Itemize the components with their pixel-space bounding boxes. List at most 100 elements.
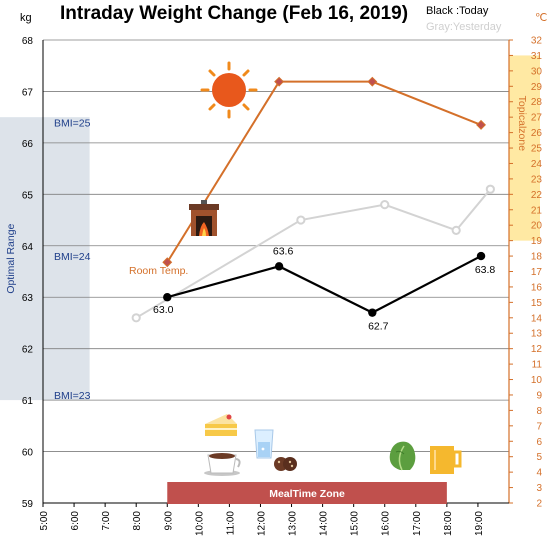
y-left-unit: kg [20, 12, 32, 24]
fireplace-icon [189, 200, 219, 236]
y-right-tick: 2 [536, 499, 542, 510]
y-right-tick: 10 [531, 375, 543, 386]
x-tick: 15:00 [350, 511, 361, 536]
y-left-tick: 62 [22, 345, 34, 356]
y-right-tick: 27 [531, 113, 543, 124]
series-today-line [166, 255, 482, 314]
y-right-tick: 13 [531, 329, 543, 340]
y-right-tick: 23 [531, 174, 543, 185]
y-right-tick: 17 [531, 267, 543, 278]
sun-icon [200, 61, 258, 119]
lettuce-icon [389, 441, 416, 471]
y-right-unit: ℃ [535, 12, 547, 24]
room-temp-point [476, 119, 486, 130]
y-right-tick: 3 [536, 483, 542, 494]
y-right-tick: 4 [536, 468, 542, 479]
meal-time-zone-label: MealTime Zone [269, 488, 345, 500]
y-right-tick: 29 [531, 82, 543, 93]
y-right-tick: 21 [531, 205, 543, 216]
y-left-tick: 59 [22, 499, 34, 510]
optimal-range-band [0, 117, 90, 401]
bmi-label: BMI=23 [54, 390, 91, 402]
water-glass-icon [254, 429, 274, 459]
bmi-label: BMI=24 [54, 251, 91, 263]
y-right-tick: 14 [531, 313, 543, 324]
yesterday-point [131, 313, 141, 323]
room-temp-point [367, 76, 378, 87]
meal-time-zone-band [167, 482, 447, 504]
y-right-tick: 28 [531, 97, 543, 108]
today-point [476, 251, 486, 261]
y-right-tick: 6 [536, 437, 542, 448]
today-point [274, 262, 284, 271]
yesterday-point [380, 200, 390, 210]
legend-today: Black :Today [426, 5, 489, 17]
y-right-tick: 25 [531, 144, 543, 155]
x-tick: 9:00 [163, 511, 174, 531]
room-temp-label: Room Temp. [129, 265, 188, 277]
y-right-tick: 5 [536, 452, 542, 463]
y-right-tick: 15 [531, 298, 543, 309]
y-left-tick-labels: 59 60 61 62 63 64 65 66 67 68 [22, 36, 34, 510]
y-right-tick-labels: 2345678910111213141516171819202122232425… [509, 36, 542, 510]
y-left-tick: 67 [22, 87, 34, 98]
x-tick: 7:00 [101, 511, 112, 531]
x-tick: 16:00 [381, 511, 392, 536]
y-left-tick: 63 [22, 293, 34, 304]
y-left-tick: 61 [22, 396, 34, 407]
y-right-tick: 32 [531, 36, 543, 47]
today-data-label: 63.8 [475, 264, 496, 276]
beer-icon [430, 440, 462, 474]
y-left-tick: 66 [22, 139, 34, 150]
y-right-tick: 9 [536, 390, 542, 401]
y-right-tick: 12 [531, 344, 543, 355]
y-right-tick: 26 [531, 128, 543, 139]
bmi-label: BMI=25 [54, 117, 91, 129]
cookies-icon [274, 457, 297, 471]
cake-icon [205, 414, 237, 436]
x-tick: 8:00 [132, 511, 143, 531]
x-tick: 6:00 [70, 511, 81, 531]
y-left-tick: 64 [22, 242, 34, 253]
y-right-tick: 16 [531, 282, 543, 293]
series-layer: 63.0 63.6 62.7 63.8 [131, 76, 496, 333]
today-data-label: 63.0 [153, 304, 174, 316]
x-tick: 12:00 [256, 511, 267, 536]
optimal-range-label: Optimal Range [5, 223, 17, 293]
y-left-tick: 60 [22, 448, 34, 459]
series-room-temp-line [166, 80, 482, 263]
x-tick: 17:00 [412, 511, 423, 536]
room-temp-point [162, 257, 173, 268]
y-left-tick: 65 [22, 190, 34, 201]
x-tick: 11:00 [225, 511, 236, 536]
y-right-tick: 19 [531, 236, 543, 247]
y-right-tick: 30 [531, 66, 543, 77]
y-right-tick: 24 [531, 159, 543, 170]
yesterday-point [485, 184, 495, 194]
y-right-tick: 7 [536, 421, 542, 432]
gridlines [43, 39, 509, 452]
room-temp-point [274, 76, 285, 87]
tropical-zone-label: Topicalzone [516, 96, 528, 152]
x-tick-labels: 5:00 6:00 7:00 8:00 9:00 10:00 11:00 12:00 13:00… [39, 503, 485, 536]
x-tick: 5:00 [39, 511, 50, 531]
tropical-zone-band [509, 55, 540, 241]
x-tick: 19:00 [474, 511, 485, 536]
y-right-tick: 8 [536, 406, 542, 417]
today-data-label: 62.7 [368, 321, 389, 333]
coffee-icon [204, 453, 241, 476]
bmi-labels: BMI=25 BMI=24 BMI=23 [54, 117, 91, 402]
y-right-tick: 11 [532, 360, 543, 371]
x-tick: 18:00 [443, 511, 454, 536]
legend-yesterday: Gray:Yesterday [426, 21, 502, 33]
y-right-tick: 20 [531, 221, 543, 232]
y-right-tick: 31 [531, 51, 543, 62]
today-point [163, 293, 172, 302]
yesterday-point [296, 215, 306, 225]
y-right-tick: 18 [531, 252, 543, 263]
yesterday-point [451, 225, 461, 235]
x-tick: 14:00 [319, 511, 330, 536]
x-tick: 13:00 [288, 511, 299, 536]
y-left-tick: 68 [22, 36, 34, 47]
